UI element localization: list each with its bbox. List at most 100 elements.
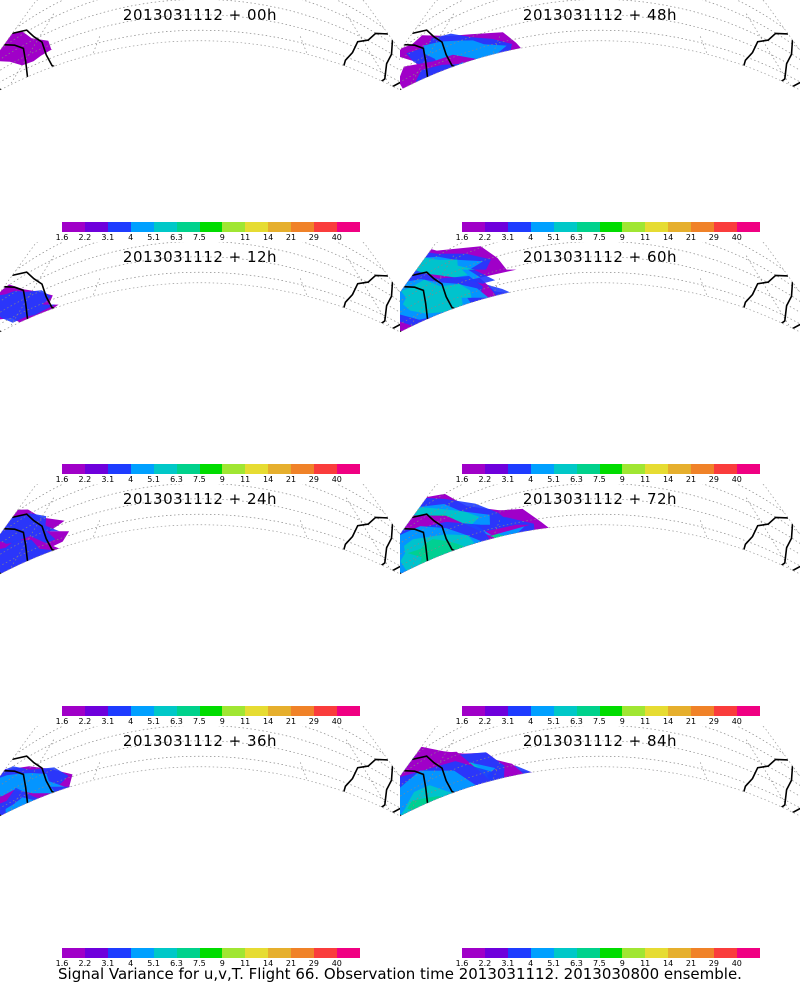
variance-contour — [471, 329, 578, 365]
variance-contour — [466, 842, 548, 849]
variance-contour — [481, 342, 577, 365]
colorbar-tick-label: 14 — [663, 959, 674, 968]
meridian-gridline — [700, 762, 755, 849]
variance-contour — [655, 850, 690, 889]
island-outline — [626, 65, 644, 76]
colorbar-tick-label: 9 — [219, 717, 225, 726]
colorbar-tick-label: 40 — [331, 717, 342, 726]
colorbar-tick-label: 11 — [640, 233, 651, 242]
colorbar-tick-label: 2.2 — [78, 233, 92, 242]
variance-contour — [555, 820, 623, 849]
map-boundary — [0, 242, 400, 333]
colorbar-swatch — [507, 464, 531, 474]
colorbar-swatch — [199, 464, 223, 474]
island-outline — [626, 549, 644, 560]
colorbar-swatch — [576, 464, 600, 474]
variance-contour — [624, 824, 644, 838]
colorbar-swatch — [462, 464, 485, 474]
meridian-gridline — [400, 739, 454, 849]
variance-contour — [579, 555, 676, 607]
polar-map — [0, 242, 400, 422]
variance-contour — [635, 584, 718, 607]
variance-contour — [434, 794, 531, 839]
colorbar-swatch — [553, 948, 577, 958]
variance-contour — [496, 863, 522, 884]
colorbar-tick-label: 3.1 — [101, 233, 115, 242]
variance-contour — [596, 566, 649, 598]
colorbar-swatch — [599, 706, 623, 716]
variance-contour — [512, 62, 601, 98]
island-outline — [627, 559, 642, 570]
latitude-gridline — [400, 256, 800, 332]
variance-contour — [588, 799, 665, 849]
variance-contour — [166, 852, 227, 897]
island-outline — [212, 801, 229, 811]
colorbar-tick-label: 4 — [528, 233, 534, 242]
colorbar-tick-label: 21 — [685, 717, 697, 726]
variance-contour — [608, 97, 661, 123]
colorbar-tick-label: 1.6 — [455, 475, 469, 484]
variance-contour — [572, 309, 644, 347]
colorbar-tick-label: 4 — [128, 475, 134, 484]
variance-contour — [551, 300, 660, 352]
latitude-gridline — [15, 0, 385, 29]
variance-contour — [606, 576, 699, 607]
island-outline — [240, 308, 254, 318]
colorbar-tick-label: 7.5 — [193, 233, 206, 242]
colorbar-tick-label: 11 — [240, 717, 251, 726]
island-outline — [613, 57, 630, 67]
colorbar-tick-label: 40 — [731, 475, 742, 484]
variance-contour — [144, 345, 208, 365]
latitude-gridline — [401, 484, 799, 533]
variance-contour — [79, 781, 153, 817]
island-outline — [640, 308, 654, 318]
colorbar-swatch — [245, 706, 269, 716]
variance-contour — [462, 75, 569, 123]
colorbar-swatch — [84, 222, 108, 232]
variance-contour — [496, 784, 640, 847]
latitude-gridline — [15, 726, 385, 755]
colorbar-tick-label: 4 — [128, 717, 134, 726]
colorbar-tick-label: 9 — [619, 475, 625, 484]
colorbar-tick-label: 21 — [285, 717, 297, 726]
variance-contour — [459, 810, 598, 849]
colorbar-tick-label: 2.2 — [478, 233, 492, 242]
meridian-gridline — [746, 497, 800, 607]
variance-contour — [541, 811, 656, 849]
colorbar-swatch — [668, 948, 692, 958]
colorbar-tick-label: 40 — [331, 475, 342, 484]
island-outline — [626, 299, 642, 309]
variance-contour — [654, 333, 712, 365]
variance-contour — [154, 842, 236, 849]
colorbar-swatch — [507, 222, 531, 232]
colorbar-labels: 1.6 2.2 3.1 4 5.1 6.3 7.5 9 11 14 21 29 40 — [452, 233, 772, 243]
variance-contour — [51, 352, 106, 365]
colorbar-swatch — [130, 222, 154, 232]
forecast-panel: 2013031112 + 48h 1.6 2.2 3.1 4 5.1 6.3 7.5 9 11 14… — [400, 0, 800, 242]
variance-contour — [460, 332, 584, 365]
colorbar-tick-label: 40 — [731, 959, 742, 968]
colorbar-tick-label: 7.5 — [193, 475, 206, 484]
variance-contour — [464, 577, 516, 607]
variance-contour — [447, 824, 558, 849]
colorbar-tick-label: 21 — [685, 475, 697, 484]
meridian-gridline — [300, 278, 355, 365]
variance-contour — [621, 588, 662, 607]
colorbar — [462, 222, 760, 232]
variance-contour — [238, 381, 287, 422]
variance-contour — [98, 809, 160, 845]
colorbar-swatch — [176, 464, 200, 474]
island-outline — [640, 75, 656, 85]
variance-contour — [445, 583, 546, 607]
colorbar-swatch — [62, 464, 85, 474]
latitude-gridline — [1, 726, 399, 775]
colorbar-tick-label: 2.2 — [478, 475, 492, 484]
island-outline — [240, 317, 256, 327]
variance-contour — [596, 807, 685, 849]
variance-contour — [231, 551, 281, 583]
variance-contour — [213, 361, 267, 365]
variance-contour — [129, 572, 204, 607]
variance-contour — [518, 311, 625, 361]
variance-contour — [656, 616, 709, 672]
island-outline — [241, 57, 257, 68]
